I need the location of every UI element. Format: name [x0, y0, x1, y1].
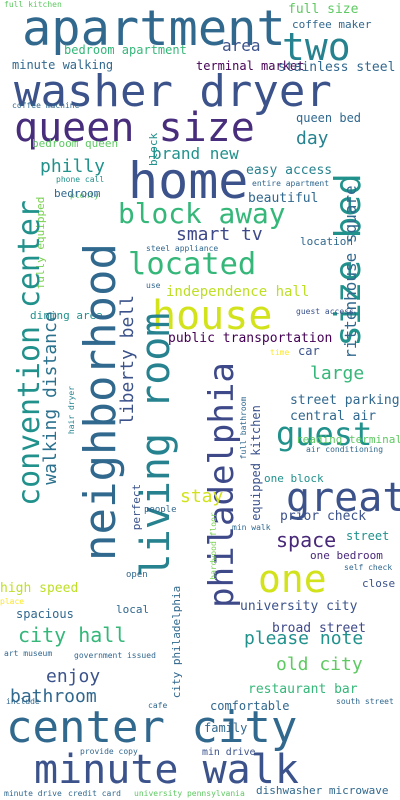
word: close: [362, 577, 396, 590]
word: hair dryer: [67, 385, 76, 435]
word: block away: [118, 197, 286, 230]
word: credit card: [68, 789, 121, 798]
word: steel appliance: [146, 244, 219, 253]
word: open: [126, 570, 148, 580]
word: city hall: [18, 623, 127, 647]
word: stay: [180, 486, 224, 507]
word: art museum: [4, 649, 53, 658]
word: easy access: [246, 163, 333, 178]
word: restaurant bar: [248, 682, 358, 697]
word: guest access: [296, 307, 354, 316]
word: use: [146, 281, 161, 290]
word: dining area: [30, 309, 103, 322]
word: public transportation: [168, 331, 333, 346]
word: great: [286, 475, 400, 521]
word: neighborhood: [75, 243, 126, 561]
word: space: [276, 528, 337, 552]
word: air conditioning: [306, 445, 384, 454]
word: broad street: [272, 621, 366, 636]
word: bathroom: [10, 686, 97, 707]
word: washer dryer: [14, 66, 332, 117]
word: university city: [240, 599, 358, 614]
word: cafe: [148, 701, 168, 710]
word: old city: [276, 654, 363, 675]
word: time: [270, 348, 290, 357]
word: full size: [288, 2, 359, 17]
word: philly: [40, 156, 106, 177]
word: plenty: [70, 191, 99, 200]
word: house: [152, 293, 273, 339]
word: walking distance: [40, 311, 61, 485]
word: entire apartment: [252, 179, 330, 188]
word: terminal market: [196, 59, 305, 73]
word: include: [6, 697, 40, 706]
word: coffee maker: [292, 18, 372, 31]
word: full kitchen: [4, 0, 62, 9]
word: one bedroom: [310, 549, 383, 562]
word: city philadelphia: [170, 585, 183, 699]
word: one: [258, 557, 327, 601]
word: street: [346, 529, 390, 543]
word: minute walking: [12, 58, 114, 72]
word: equipped kitchen: [249, 405, 263, 521]
word: apartment: [22, 1, 286, 57]
word: rittenhouse square: [341, 185, 360, 359]
word: center city: [6, 702, 298, 753]
word: reading terminal: [296, 433, 400, 446]
word: government issued: [74, 651, 156, 660]
word: place: [0, 597, 25, 606]
word: area: [222, 36, 261, 55]
word: location: [300, 235, 353, 248]
word: people: [144, 505, 177, 515]
word: min walk: [232, 523, 271, 532]
word: prior check: [280, 509, 367, 524]
word: family: [204, 721, 248, 735]
word: bedroom apartment: [64, 43, 187, 57]
word: queen bed: [296, 111, 362, 125]
word: independence hall: [166, 284, 310, 300]
word: enjoy: [46, 666, 101, 687]
word: philadelphia: [202, 362, 242, 608]
word: bedroom queen: [32, 137, 119, 150]
word: guest: [276, 415, 373, 453]
word: beautiful: [248, 191, 319, 206]
word: university pennsylvania: [134, 789, 245, 798]
word: phone call: [56, 175, 105, 184]
word: minute drive: [4, 789, 62, 798]
word: smart tv: [176, 224, 263, 245]
word: south street: [336, 697, 394, 706]
word: two: [282, 25, 351, 69]
word: coffee machine: [12, 101, 80, 110]
word: high speed: [0, 581, 79, 596]
word: please note: [244, 628, 364, 649]
word: located: [128, 247, 257, 282]
word: min drive: [202, 747, 256, 758]
word: day: [296, 128, 329, 149]
word: street parking: [290, 393, 400, 408]
word: self check: [344, 563, 393, 572]
word: large: [310, 363, 365, 384]
word: perfect: [130, 483, 143, 531]
word: local: [116, 603, 150, 616]
word: brand new: [152, 144, 239, 163]
word: provide copy: [80, 747, 138, 756]
word: bedroom: [54, 187, 101, 200]
word: hardwood floor: [209, 512, 218, 580]
word: queen size: [14, 105, 255, 151]
word: home: [128, 152, 249, 210]
word: one block: [264, 472, 324, 485]
word: central air: [290, 409, 377, 424]
word: car: [298, 344, 320, 358]
word: dishwasher microwave: [256, 784, 389, 797]
word: minute walk: [34, 747, 299, 793]
word: spacious: [16, 607, 74, 621]
word: stainless steel: [278, 60, 396, 75]
word: comfortable: [210, 699, 290, 713]
